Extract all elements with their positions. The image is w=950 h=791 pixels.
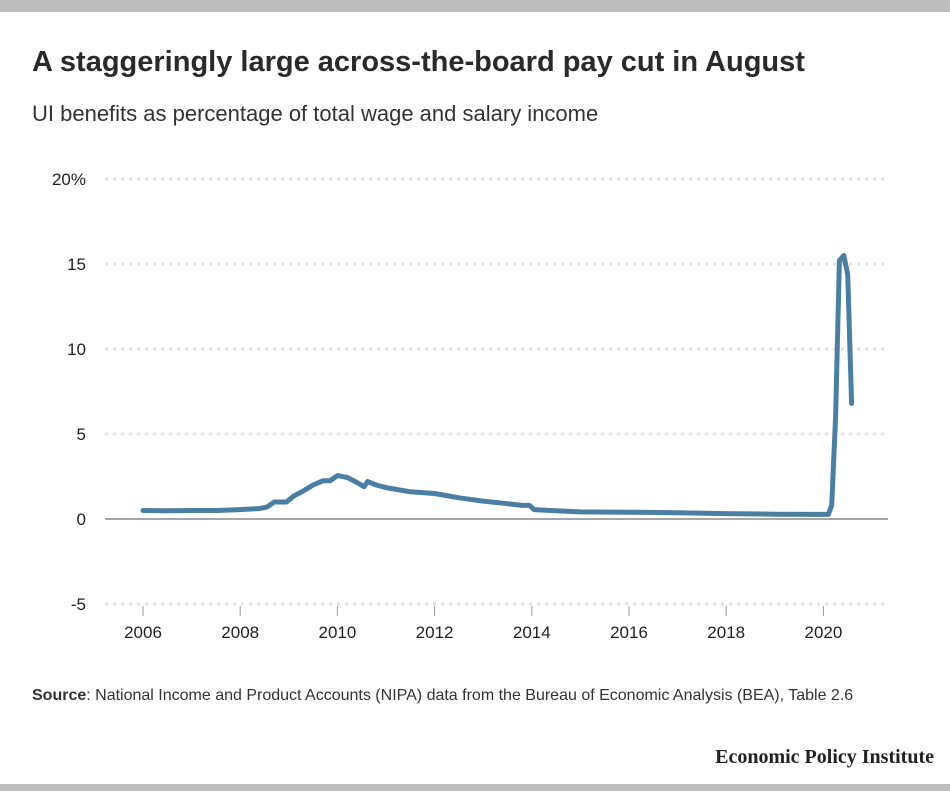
- epi-logo: Economic Policy Institute: [715, 746, 934, 768]
- y-tick-label: -5: [71, 595, 86, 614]
- y-tick-label: 20%: [52, 170, 86, 189]
- x-tick-label: 2016: [610, 623, 648, 642]
- source-label: Source: [32, 687, 87, 704]
- y-tick-label: 5: [77, 425, 86, 444]
- chart-subtitle: UI benefits as percentage of total wage …: [32, 101, 599, 126]
- series-line: [140, 253, 855, 517]
- line-chart: -5 0 5 10 15 20% 2006 2008 2010 2012 2014 2016 2018 2…: [52, 170, 888, 642]
- x-tick-label: 2006: [124, 623, 162, 642]
- x-tick-label: 2012: [416, 623, 454, 642]
- x-tick-label: 2018: [707, 623, 745, 642]
- y-tick-label: 10: [67, 340, 86, 359]
- source-text: : National Income and Product Accounts (…: [86, 687, 854, 704]
- x-tick-label: 2020: [804, 623, 842, 642]
- y-tick-label: 0: [77, 510, 86, 529]
- x-tick-label: 2014: [513, 623, 551, 642]
- chart-title: A staggeringly large across-the-board pa…: [32, 46, 805, 78]
- y-tick-label: 15: [67, 255, 86, 274]
- source-note: Source: National Income and Product Acco…: [32, 684, 912, 708]
- bottom-border: [0, 784, 950, 791]
- x-tick-label: 2008: [221, 623, 259, 642]
- x-tick-label: 2010: [318, 623, 356, 642]
- top-border: [0, 0, 950, 12]
